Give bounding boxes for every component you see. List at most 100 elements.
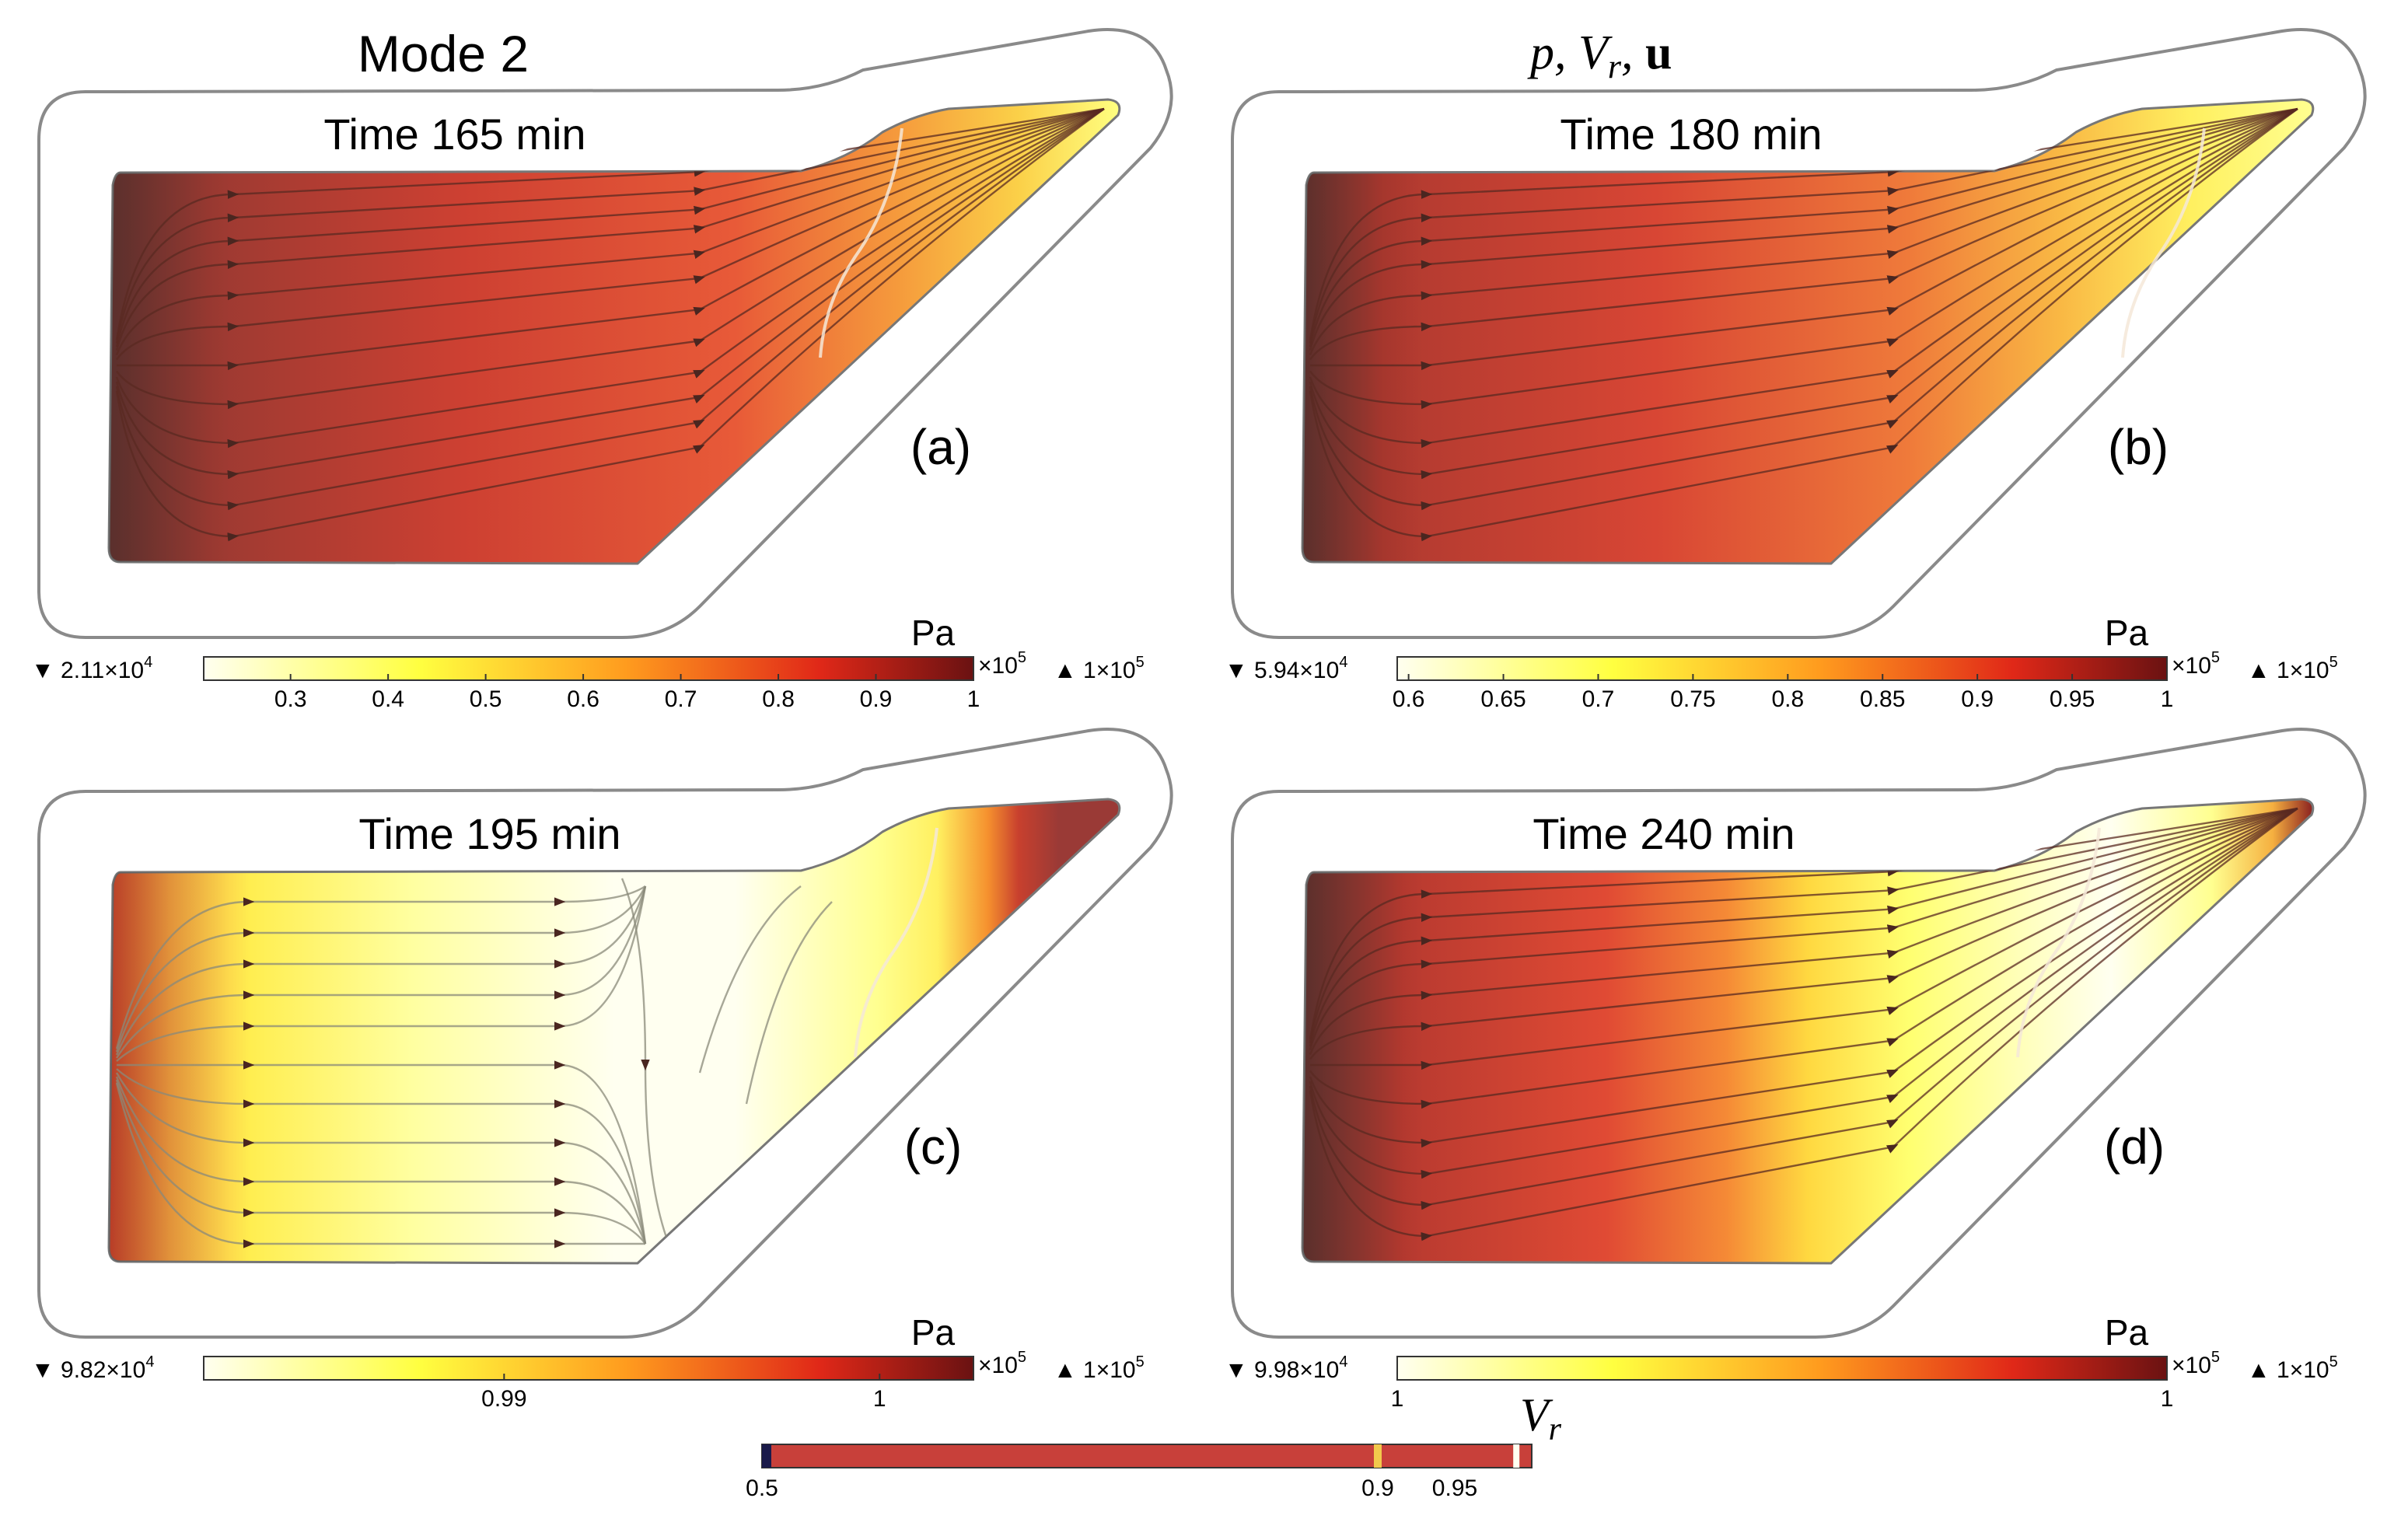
streamline — [115, 107, 1105, 480]
colorbar-tick-label: 0.7 — [665, 686, 697, 712]
colorbar-tick-label: 0.8 — [1771, 686, 1804, 712]
streamline — [1309, 107, 2298, 449]
vr-low-band — [762, 1444, 771, 1468]
colorbar-exponent: ×105 — [978, 1349, 1026, 1378]
panel-b: Time 180 min (b) Pa ▼ 5.94×104 ×105 ▲ 1×105 0.… — [1225, 28, 2367, 712]
streamline — [117, 107, 1105, 371]
streamline — [1309, 107, 2298, 347]
colorbar-tick-label: 0.3 — [274, 686, 307, 712]
streamline — [115, 107, 1105, 351]
colorbar-max-label: ▲ 1×105 — [2247, 654, 2338, 683]
streamline — [1309, 807, 2298, 1060]
streamline — [1309, 808, 2298, 1241]
colorbar-tick-label: 0.99 — [481, 1386, 526, 1412]
outer-boundary — [1231, 28, 2367, 639]
time-label: Time 195 min — [358, 809, 620, 858]
streamline — [116, 107, 1105, 410]
outer-boundary — [37, 728, 1173, 1339]
streamline — [745, 901, 833, 1105]
vr-contour — [2121, 127, 2206, 358]
colorbar-tick-label: 0.7 — [1582, 686, 1615, 712]
vr-contour — [819, 127, 903, 358]
streamline — [115, 1079, 646, 1245]
streamline — [116, 885, 647, 1062]
colorbar-tick-label: 0.95 — [2050, 686, 2095, 712]
colorbar-max-label: ▲ 1×105 — [2247, 1353, 2338, 1383]
colorbar-exponent: ×105 — [978, 649, 1026, 679]
colorbar-tick-label: 1 — [967, 686, 980, 712]
streamline — [1309, 807, 2298, 1148]
streamline — [115, 107, 1105, 355]
streamline — [115, 107, 1105, 344]
unit-label: Pa — [2105, 613, 2149, 653]
mode-title: Mode 2 — [358, 25, 529, 82]
pressure-colorbar — [1396, 1356, 2168, 1381]
streamline — [1309, 108, 2298, 511]
streamline — [1310, 807, 2298, 1070]
panel-a: Time 165 min (a) Pa ▼ 2.11×104 ×105 ▲ 1×105 0.… — [31, 28, 1173, 712]
streamline — [115, 108, 1105, 542]
vr-contour — [854, 827, 938, 1058]
streamline — [620, 878, 670, 1245]
colorbar-tick-label: 0.5 — [470, 686, 502, 712]
colorbar-max-label: ▲ 1×105 — [1054, 1353, 1145, 1383]
colorbar-min-label: ▼ 2.11×104 — [31, 654, 152, 683]
streamline — [1309, 807, 2298, 1050]
streamlines — [115, 878, 833, 1248]
colorbar-exponent: ×105 — [2172, 649, 2220, 679]
streamline — [115, 885, 647, 1053]
vr-tick-label: 0.5 — [746, 1475, 778, 1501]
colorbar-max-label: ▲ 1×105 — [1054, 654, 1145, 683]
streamline — [1309, 107, 2298, 361]
streamline — [1309, 107, 2298, 355]
outer-boundary — [37, 28, 1173, 639]
colorbar-tick-label: 0.85 — [1860, 686, 1905, 712]
colorbar-tick-label: 1 — [1391, 1386, 1404, 1412]
streamline — [115, 107, 1105, 449]
colorbar-tick-label: 1 — [873, 1386, 886, 1412]
vr-contour — [2016, 827, 2101, 1058]
streamline — [115, 108, 1105, 511]
colorbar-tick-label: 0.4 — [372, 686, 404, 712]
panel-letter: (a) — [910, 419, 971, 475]
time-label: Time 180 min — [1560, 110, 1822, 159]
outer-boundary — [1231, 728, 2367, 1339]
pressure-colorbar — [1396, 656, 2168, 681]
colorbar-tick-label: 0.6 — [567, 686, 599, 712]
vr-tick-label: 0.9 — [1361, 1475, 1394, 1501]
streamline — [115, 885, 646, 1049]
streamline — [1309, 807, 2298, 1179]
colorbar-tick-label: 0.6 — [1393, 686, 1425, 712]
vr-tick-label: 0.95 — [1432, 1475, 1477, 1501]
panel-letter: (c) — [904, 1119, 963, 1175]
vr-legend-title: Vr — [1520, 1389, 1562, 1447]
streamline — [1309, 107, 2298, 344]
colorbar-tick-label: 0.65 — [1480, 686, 1526, 712]
colorbar-exponent: ×105 — [2172, 1349, 2220, 1378]
streamline — [115, 885, 647, 1056]
vr-marker-0.9 — [1374, 1444, 1382, 1468]
streamline — [115, 885, 647, 1059]
streamline — [1309, 108, 2298, 542]
colorbar-tick-label: 1 — [2161, 1386, 2174, 1412]
streamline — [1309, 807, 2298, 1055]
panel-d: Time 240 min (d) Pa ▼ 9.98×104 ×105 ▲ 1×105 1 1 — [1225, 728, 2367, 1412]
streamline — [1309, 808, 2298, 1210]
streamlines — [1309, 107, 2298, 542]
unit-label: Pa — [911, 613, 956, 653]
streamline — [1309, 807, 2298, 1047]
colorbar-tick-label: 0.9 — [860, 686, 893, 712]
streamline — [115, 1082, 645, 1248]
colorbar-min-label: ▼ 5.94×104 — [1225, 654, 1347, 683]
streamline — [1310, 107, 2298, 371]
streamline — [1309, 107, 2298, 480]
streamline — [115, 107, 1105, 347]
streamline — [1309, 807, 2298, 1109]
panel-letter: (d) — [2104, 1119, 2165, 1175]
streamline — [1309, 807, 2298, 1043]
streamline — [116, 1068, 647, 1245]
streamline — [115, 1076, 647, 1245]
streamline — [116, 107, 1105, 361]
colorbar-min-label: ▼ 9.98×104 — [1225, 1353, 1347, 1383]
